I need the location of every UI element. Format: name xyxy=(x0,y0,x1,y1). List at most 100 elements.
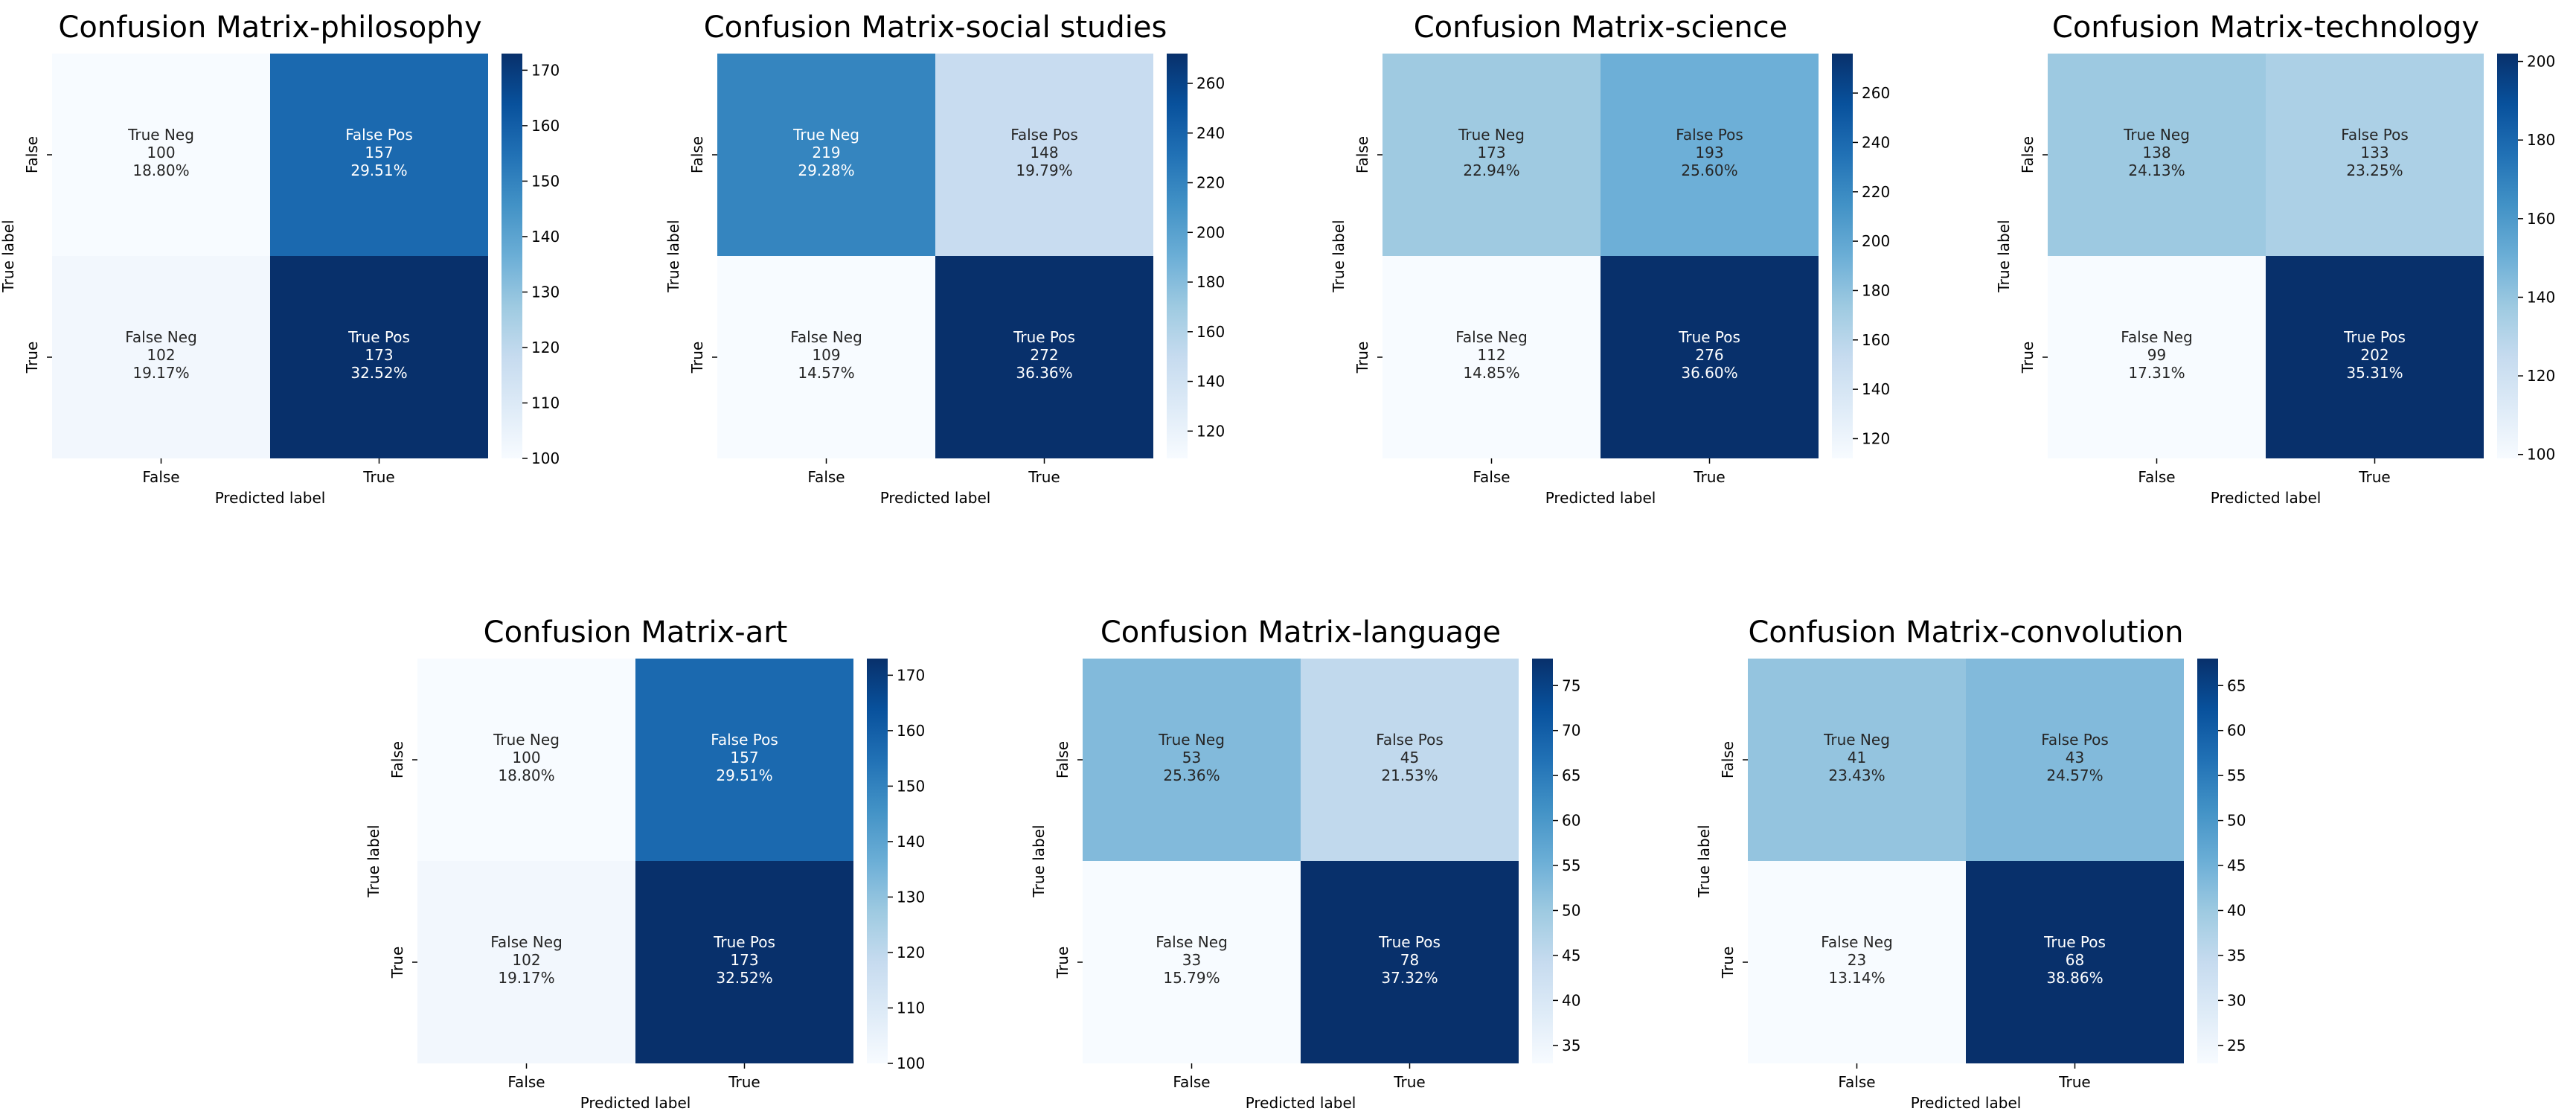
colorbar xyxy=(2497,54,2518,458)
x-tick-label: True xyxy=(1693,468,1725,486)
y-tick-label: True xyxy=(1353,342,1371,374)
cell-count: 109 xyxy=(812,346,840,364)
cell-percent: 36.36% xyxy=(1016,364,1072,382)
colorbar-tick-label: 40 xyxy=(2227,901,2246,919)
colorbar-tick-label: 180 xyxy=(1862,281,1890,299)
colorbar-tick-label: 140 xyxy=(1862,380,1890,398)
heatmap-cell xyxy=(1601,256,1819,458)
heatmap-cell xyxy=(1083,659,1301,861)
colorbar-tick-label: 200 xyxy=(1196,223,1225,241)
cell-percent: 23.25% xyxy=(2346,161,2403,179)
heatmap-cell xyxy=(417,659,635,861)
colorbar-tick-label: 240 xyxy=(1196,124,1225,142)
cell-label: True Neg xyxy=(127,126,194,144)
x-axis-label: Predicted label xyxy=(1911,1094,2022,1112)
cell-label: False Neg xyxy=(1821,933,1893,951)
chart-title: Confusion Matrix-science xyxy=(1414,10,1788,45)
colorbar-tick-label: 30 xyxy=(2227,991,2246,1009)
y-tick-label: False xyxy=(23,136,41,173)
heatmap-cell xyxy=(270,256,488,458)
cell-percent: 18.80% xyxy=(132,161,189,179)
colorbar-tick-label: 140 xyxy=(1196,373,1225,391)
cell-count: 157 xyxy=(730,749,758,766)
cell-label: True Neg xyxy=(1823,731,1890,749)
cell-label: False Pos xyxy=(2341,126,2409,144)
cell-percent: 17.31% xyxy=(2128,364,2185,382)
chart-title: Confusion Matrix-philosophy xyxy=(58,10,481,45)
colorbar-tick-label: 260 xyxy=(1862,84,1890,102)
colorbar-tick-label: 60 xyxy=(1562,812,1580,830)
heatmap-cell xyxy=(935,256,1153,458)
cell-label: True Pos xyxy=(2043,933,2106,951)
cell-percent: 19.17% xyxy=(498,969,554,987)
y-tick-label: False xyxy=(1719,741,1737,778)
colorbar xyxy=(502,54,522,458)
y-tick-label: True xyxy=(1054,947,1071,979)
confusion-matrix-panel: Confusion Matrix-philosophy True Neg 100 18… xyxy=(0,10,560,507)
x-axis-label: Predicted label xyxy=(215,489,326,507)
cell-percent: 13.14% xyxy=(1828,969,1885,987)
x-axis-label: Predicted label xyxy=(1545,489,1656,507)
heatmap-cell xyxy=(1748,861,1966,1063)
colorbar xyxy=(1167,54,1188,458)
heatmap-cell xyxy=(417,861,635,1063)
colorbar-tick-label: 25 xyxy=(2227,1037,2246,1054)
heatmap-cell xyxy=(2048,256,2266,458)
colorbar-tick-label: 160 xyxy=(1862,331,1890,349)
y-tick-label: False xyxy=(388,741,406,778)
cell-percent: 29.28% xyxy=(798,161,854,179)
cell-percent: 14.57% xyxy=(798,364,854,382)
cell-percent: 24.57% xyxy=(2046,766,2103,784)
cell-count: 148 xyxy=(1030,144,1058,161)
cell-count: 202 xyxy=(2360,346,2388,364)
cell-percent: 29.51% xyxy=(350,161,407,179)
cell-label: True Pos xyxy=(1013,328,1075,346)
chart-title: Confusion Matrix-social studies xyxy=(704,10,1167,45)
y-axis-label: True label xyxy=(0,220,17,292)
cell-label: False Neg xyxy=(1455,328,1528,346)
cell-count: 276 xyxy=(1695,346,1723,364)
y-axis-label: True label xyxy=(1030,825,1048,897)
cell-percent: 25.36% xyxy=(1163,766,1220,784)
colorbar-tick-label: 220 xyxy=(1862,183,1890,201)
cell-percent: 19.79% xyxy=(1016,161,1072,179)
colorbar-tick-label: 120 xyxy=(897,944,925,961)
cell-percent: 25.60% xyxy=(1681,161,1737,179)
colorbar-tick-label: 180 xyxy=(1196,273,1225,291)
colorbar-tick-label: 55 xyxy=(2227,766,2246,784)
cell-label: False Pos xyxy=(2041,731,2109,749)
x-tick-label: True xyxy=(728,1073,760,1091)
colorbar xyxy=(1832,54,1853,458)
cell-percent: 22.94% xyxy=(1463,161,1519,179)
colorbar-tick-label: 130 xyxy=(897,888,925,906)
cell-percent: 14.85% xyxy=(1463,364,1519,382)
colorbar-tick-label: 130 xyxy=(531,283,560,301)
cell-count: 112 xyxy=(1477,346,1505,364)
cell-percent: 21.53% xyxy=(1381,766,1438,784)
colorbar-tick-label: 50 xyxy=(1562,901,1580,919)
cell-percent: 32.52% xyxy=(716,969,772,987)
colorbar-tick-label: 60 xyxy=(2227,722,2246,740)
y-tick-label: False xyxy=(1054,741,1071,778)
colorbar xyxy=(867,659,888,1063)
colorbar xyxy=(1532,659,1553,1063)
cell-percent: 24.13% xyxy=(2128,161,2185,179)
y-tick-label: True xyxy=(2019,342,2037,374)
x-tick-label: True xyxy=(1393,1073,1425,1091)
heatmap-cell xyxy=(52,256,270,458)
x-tick-label: True xyxy=(2358,468,2390,486)
cell-count: 102 xyxy=(512,951,540,969)
heatmap-cell xyxy=(717,54,935,256)
cell-count: 272 xyxy=(1030,346,1058,364)
cell-count: 45 xyxy=(1400,749,1419,766)
colorbar-tick-label: 100 xyxy=(531,449,560,467)
cell-label: True Neg xyxy=(792,126,859,144)
colorbar-tick-label: 110 xyxy=(531,394,560,412)
cell-count: 157 xyxy=(365,144,393,161)
colorbar-tick-label: 120 xyxy=(2527,367,2555,385)
colorbar-tick-label: 200 xyxy=(1862,232,1890,250)
cell-percent: 37.32% xyxy=(1381,969,1438,987)
colorbar-tick-label: 150 xyxy=(531,172,560,190)
colorbar-tick-label: 120 xyxy=(531,339,560,356)
